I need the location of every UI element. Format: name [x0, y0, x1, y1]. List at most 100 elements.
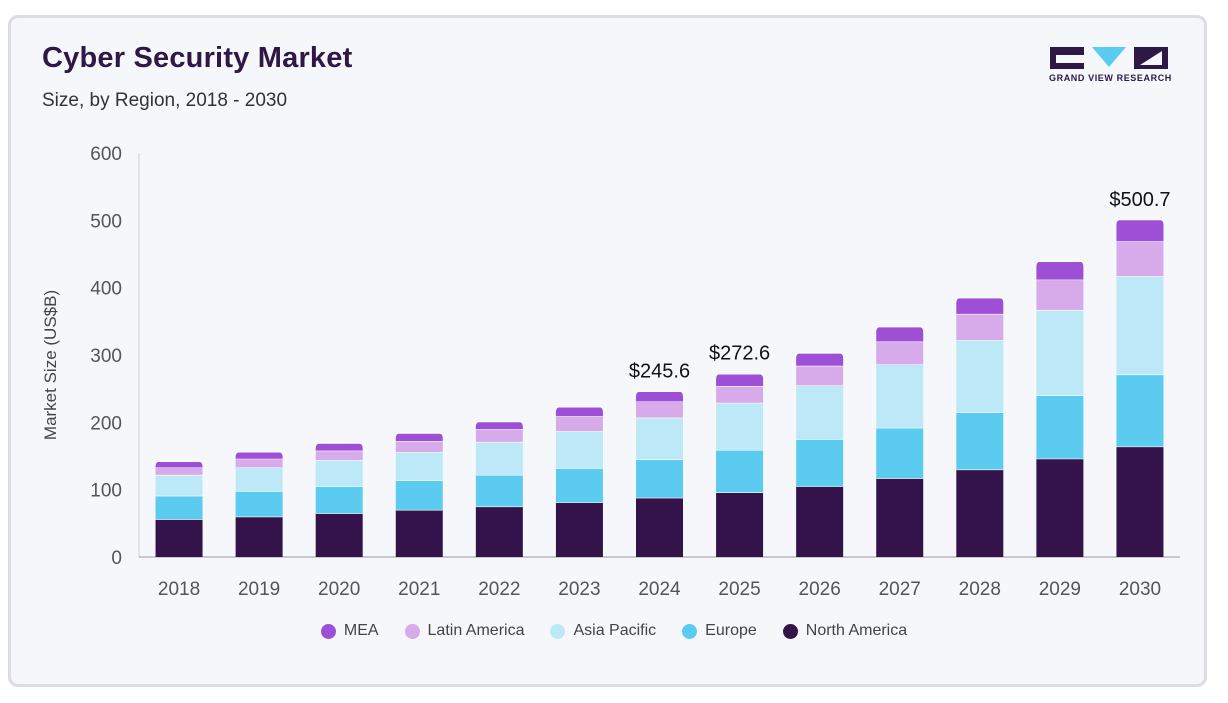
bar-latin-america-2029 — [1036, 279, 1084, 310]
bar-mea-2027 — [876, 326, 924, 342]
bar-mea-2029 — [1036, 261, 1084, 280]
bar-mea-2021 — [395, 433, 443, 442]
bar-asia-pacific-2021 — [395, 451, 443, 481]
x-tick-label-2030: 2030 — [1119, 579, 1161, 600]
bar-asia-pacific-2022 — [475, 441, 523, 475]
bar-europe-2024 — [636, 459, 683, 498]
bar-europe-2019 — [235, 491, 283, 517]
bar-latin-america-2030 — [1116, 241, 1164, 277]
chart-title: Cyber Security Market — [42, 42, 353, 74]
bar-europe-2026 — [796, 439, 844, 487]
y-tick-label: 200 — [90, 413, 122, 434]
legend-label-europe: Europe — [705, 622, 757, 639]
bar-north-america-2028 — [956, 469, 1004, 557]
y-tick-label: 500 — [90, 211, 122, 232]
bar-mea-2019 — [235, 451, 283, 459]
legend-swatch-north-america — [782, 623, 798, 639]
bar-north-america-2021 — [395, 509, 443, 557]
y-tick-label: 600 — [90, 144, 122, 165]
bar-latin-america-2028 — [956, 313, 1004, 341]
bar-latin-america-2027 — [876, 341, 924, 365]
bar-asia-pacific-2027 — [876, 364, 924, 428]
bar-europe-2025 — [716, 449, 764, 493]
total-label-2030: $500.7 — [1109, 189, 1170, 211]
bar-north-america-2029 — [1036, 458, 1084, 557]
bar-north-america-2024 — [636, 497, 683, 557]
legend-swatch-latin-america — [404, 623, 420, 639]
bar-mea-2024 — [636, 391, 683, 402]
bar-north-america-2027 — [876, 478, 924, 557]
bar-latin-america-2020 — [315, 450, 363, 461]
x-tick-label-2024: 2024 — [638, 579, 681, 600]
bar-asia-pacific-2018 — [155, 474, 203, 496]
bar-europe-2030 — [1116, 374, 1164, 447]
legend-label-asia-pacific: Asia Pacific — [573, 622, 657, 639]
bar-asia-pacific-2029 — [1036, 309, 1084, 396]
bar-north-america-2023 — [555, 502, 603, 557]
bar-north-america-2018 — [155, 519, 203, 557]
legend-item-mea: MEA — [320, 622, 379, 640]
y-tick-label: 400 — [90, 279, 122, 300]
x-tick-label-2021: 2021 — [398, 579, 440, 600]
legend-swatch-asia-pacific — [550, 623, 566, 639]
bar-asia-pacific-2024 — [636, 417, 683, 460]
chart-legend: MEA Latin America Asia Pacific Europe North … — [0, 622, 1228, 640]
chart-card — [8, 15, 1207, 687]
bar-latin-america-2026 — [796, 365, 844, 386]
bar-asia-pacific-2026 — [796, 385, 844, 440]
bar-europe-2027 — [876, 427, 924, 479]
bar-asia-pacific-2030 — [1116, 276, 1164, 375]
bar-north-america-2019 — [235, 516, 283, 557]
y-axis-label: Market Size (US$B) — [41, 290, 60, 440]
bar-latin-america-2018 — [155, 467, 203, 475]
legend-swatch-mea — [320, 623, 336, 639]
legend-item-north-america: North America — [782, 622, 908, 640]
legend-item-asia-pacific: Asia Pacific — [550, 622, 656, 640]
y-tick-label: 100 — [90, 481, 122, 502]
x-tick-label-2023: 2023 — [558, 579, 600, 600]
bar-asia-pacific-2028 — [956, 340, 1004, 413]
bar-asia-pacific-2025 — [716, 402, 764, 450]
bar-mea-2018 — [155, 461, 203, 468]
bar-europe-2023 — [555, 468, 603, 503]
bar-europe-2028 — [956, 412, 1004, 470]
grand-view-research-logo — [1050, 47, 1168, 69]
bar-mea-2028 — [956, 297, 1004, 314]
logo-text: GRAND VIEW RESEARCH — [1049, 73, 1172, 83]
bar-north-america-2025 — [716, 492, 764, 557]
x-tick-label-2025: 2025 — [718, 579, 760, 600]
y-tick-label: 0 — [111, 548, 122, 569]
bar-latin-america-2023 — [555, 416, 603, 432]
bar-europe-2029 — [1036, 395, 1084, 459]
x-tick-label-2020: 2020 — [318, 579, 360, 600]
x-tick-label-2029: 2029 — [1039, 579, 1081, 600]
bar-mea-2022 — [475, 421, 523, 430]
legend-swatch-europe — [682, 623, 698, 639]
legend-item-latin-america: Latin America — [404, 622, 525, 640]
legend-label-north-america: North America — [805, 622, 908, 639]
bar-mea-2030 — [1116, 219, 1164, 242]
bar-mea-2025 — [716, 373, 764, 386]
legend-item-europe: Europe — [682, 622, 757, 640]
chart-subtitle: Size, by Region, 2018 - 2030 — [42, 90, 288, 111]
bar-europe-2022 — [475, 474, 523, 507]
total-label-2024: $245.6 — [629, 361, 690, 383]
bar-latin-america-2024 — [636, 401, 683, 418]
bar-mea-2026 — [796, 352, 844, 366]
legend-label-mea: MEA — [343, 622, 379, 639]
legend-label-latin-america: Latin America — [427, 622, 525, 639]
bar-europe-2021 — [395, 480, 443, 510]
bar-north-america-2020 — [315, 513, 363, 557]
bar-latin-america-2019 — [235, 458, 283, 468]
x-tick-label-2022: 2022 — [478, 579, 520, 600]
bar-asia-pacific-2019 — [235, 467, 283, 492]
y-tick-label: 300 — [90, 346, 122, 367]
x-tick-label-2019: 2019 — [238, 579, 280, 600]
bar-latin-america-2022 — [475, 429, 523, 442]
x-tick-label-2028: 2028 — [959, 579, 1001, 600]
bar-north-america-2026 — [796, 486, 844, 557]
bar-europe-2018 — [155, 495, 203, 520]
bar-latin-america-2021 — [395, 441, 443, 452]
bar-mea-2020 — [315, 443, 363, 451]
